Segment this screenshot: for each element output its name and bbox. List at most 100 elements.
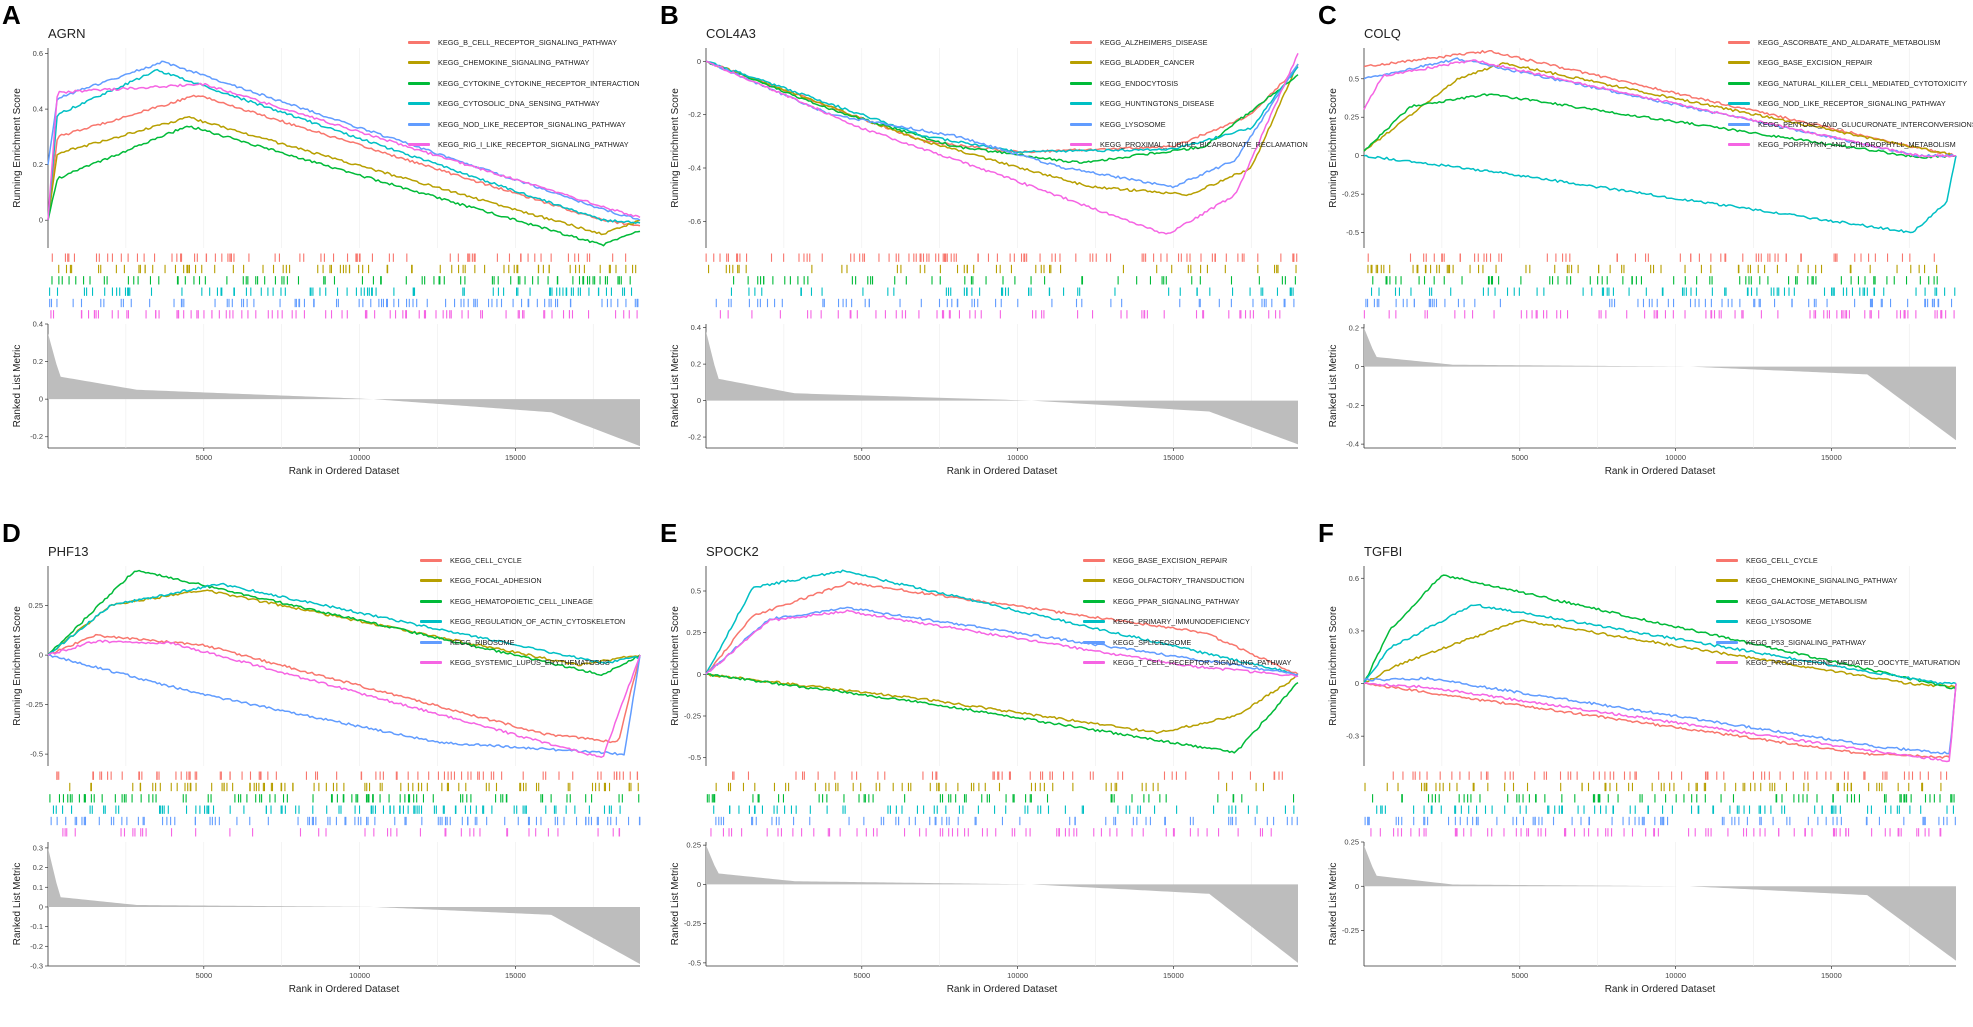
es-line-4 <box>705 60 1299 154</box>
metric-y-tick-label: -0.2 <box>30 432 43 441</box>
legend-key <box>1083 579 1105 583</box>
legend: KEGG_CELL_CYCLE KEGG_FOCAL_ADHESION KEGG_H… <box>420 550 625 673</box>
x-tick-label: 5000 <box>1511 971 1528 980</box>
legend-label: KEGG_PENTOSE_AND_GLUCURONATE_INTERCONVER… <box>1758 119 1973 129</box>
legend-item: KEGG_PROXIMAL_TUBULE_BICARBONATE_RECLAMA… <box>1070 135 1308 156</box>
legend-label: KEGG_NOD_LIKE_RECEPTOR_SIGNALING_PATHWAY <box>438 119 626 129</box>
legend-key <box>1070 102 1092 106</box>
es-y-tick-label: -0.5 <box>1346 228 1359 237</box>
legend-key <box>1716 620 1738 624</box>
legend-label: KEGG_ENDOCYTOSIS <box>1100 78 1179 88</box>
gene-title: TGFBI <box>1364 544 1403 559</box>
legend-key <box>1728 102 1750 106</box>
metric-y-axis-title: Ranked List Metric <box>670 863 681 946</box>
panel-letter: B <box>660 0 679 30</box>
panel-letter: C <box>1318 0 1337 30</box>
legend-key <box>1728 61 1750 65</box>
legend-label: KEGG_LYSOSOME <box>1746 617 1812 627</box>
gene-hit-rug <box>69 782 639 792</box>
metric-y-tick-label: 0.4 <box>691 323 701 332</box>
es-y-tick-label: 0 <box>39 651 43 660</box>
metric-y-tick-label: 0.2 <box>33 357 43 366</box>
legend-key <box>1728 40 1750 44</box>
es-y-tick-label: 0.4 <box>33 105 43 114</box>
es-y-tick-label: 0 <box>39 216 43 225</box>
legend-label: KEGG_FOCAL_ADHESION <box>450 576 542 586</box>
gsea-plot: 0 0.2 0.4 0.6 -0.2 0 0.2 0.4 5000 10000 15000 Runni… <box>12 48 641 477</box>
legend-label: KEGG_HEMATOPOIETIC_CELL_LINEAGE <box>450 596 593 606</box>
es-y-tick-label: -0.4 <box>688 164 701 173</box>
legend-item: KEGG_T_CELL_RECEPTOR_SIGNALING_PATHWAY <box>1083 653 1291 674</box>
legend-label: KEGG_CHEMOKINE_SIGNALING_PATHWAY <box>438 58 590 68</box>
es-y-tick-label: -0.5 <box>688 753 701 762</box>
gsea-panel-b: B -0.6 -0.4 -0.2 0 -0.2 0 0.2 0.4 5000 10000 15000 R… <box>658 0 1314 505</box>
x-tick-label: 5000 <box>195 971 212 980</box>
es-line-4 <box>47 68 641 224</box>
gene-hit-rug <box>1365 298 1953 308</box>
legend-label: KEGG_CYTOKINE_CYTOKINE_RECEPTOR_INTERACT… <box>438 78 640 88</box>
legend-item: KEGG_CYTOSOLIC_DNA_SENSING_PATHWAY <box>408 94 640 115</box>
legend-key <box>420 599 442 603</box>
es-line-3 <box>1363 574 1957 690</box>
x-tick-label: 15000 <box>1821 971 1842 980</box>
legend-item: KEGG_CYTOKINE_CYTOKINE_RECEPTOR_INTERACT… <box>408 73 640 94</box>
legend-label: KEGG_PRIMARY_IMMUNODEFICIENCY <box>1113 617 1250 627</box>
metric-y-tick-label: -0.2 <box>688 433 701 442</box>
legend-item: KEGG_ALZHEIMERS_DISEASE <box>1070 32 1308 53</box>
metric-y-tick-label: 0.25 <box>1344 838 1359 847</box>
gene-title: COLQ <box>1364 26 1401 41</box>
es-line-3 <box>47 569 641 677</box>
legend-key <box>1728 122 1750 126</box>
es-line-1 <box>1363 49 1957 157</box>
es-y-axis-title: Running Enrichment Score <box>1328 606 1339 726</box>
panel-letter: D <box>2 518 21 548</box>
metric-y-tick-label: -0.2 <box>30 942 43 951</box>
gsea-panel-d: D -0.5 -0.25 0 0.25 -0.3 -0.2 -0.1 0 0.1 0.2 0.3 500… <box>0 518 656 1023</box>
gene-hit-rug <box>730 287 1294 296</box>
x-axis-title: Rank in Ordered Dataset <box>289 984 400 995</box>
legend-label: KEGG_LYSOSOME <box>1100 119 1166 129</box>
es-line-3 <box>705 673 1299 754</box>
metric-y-tick-label: -0.5 <box>688 958 701 967</box>
x-tick-label: 5000 <box>1511 453 1528 462</box>
gene-hit-rug <box>1372 276 1938 285</box>
gene-hit-rug <box>1372 794 1955 803</box>
metric-y-tick-label: 0.25 <box>686 841 701 850</box>
gsea-plot: -0.6 -0.4 -0.2 0 -0.2 0 0.2 0.4 5000 10000 15000 Ru… <box>670 48 1299 477</box>
gsea-panel-f: F -0.3 0 0.3 0.6 -0.25 0 0.25 5000 10000 15000 Runn… <box>1316 518 1972 1023</box>
gene-hit-rug <box>1364 816 1956 826</box>
es-y-tick-label: -0.2 <box>688 110 701 119</box>
metric-y-axis-title: Ranked List Metric <box>1328 345 1339 428</box>
es-line-2 <box>47 115 641 236</box>
metric-y-tick-label: 0 <box>697 880 701 889</box>
legend-item: KEGG_PROGESTERONE_MEDIATED_OOCYTE_MATURA… <box>1716 653 1960 674</box>
es-line-1 <box>705 60 1299 154</box>
gene-hit-rug <box>715 298 1295 308</box>
metric-y-axis-title: Ranked List Metric <box>670 345 681 428</box>
legend-label: KEGG_SYSTEMIC_LUPUS_ERYTHEMATOSUS <box>450 658 610 668</box>
legend-key <box>408 61 430 65</box>
x-axis-title: Rank in Ordered Dataset <box>1605 984 1716 995</box>
metric-y-tick-label: 0 <box>1355 362 1359 371</box>
es-line-6 <box>1363 59 1957 158</box>
es-y-tick-label: 0.5 <box>1349 74 1359 83</box>
legend-item: KEGG_CELL_CYCLE <box>420 550 625 571</box>
gene-hit-rug <box>49 298 639 308</box>
legend-label: KEGG_RIBOSOME <box>450 637 515 647</box>
es-line-6 <box>47 82 641 221</box>
legend-label: KEGG_PORPHYRIN_AND_CHLOROPHYLL_METABOLIS… <box>1758 140 1956 150</box>
es-y-axis-title: Running Enrichment Score <box>12 88 23 208</box>
legend-item: KEGG_HEMATOPOIETIC_CELL_LINEAGE <box>420 591 625 612</box>
x-tick-label: 10000 <box>1007 453 1028 462</box>
es-line-1 <box>705 581 1299 675</box>
x-tick-label: 5000 <box>195 453 212 462</box>
legend-key <box>408 81 430 85</box>
metric-y-tick-label: -0.3 <box>30 962 43 971</box>
es-line-2 <box>1363 62 1957 157</box>
legend-item: KEGG_CHEMOKINE_SIGNALING_PATHWAY <box>1716 571 1960 592</box>
es-line-4 <box>1363 154 1957 234</box>
legend-item: KEGG_PPAR_SIGNALING_PATHWAY <box>1083 591 1291 612</box>
legend-key <box>1070 61 1092 65</box>
es-line-4 <box>705 569 1299 676</box>
legend-item: KEGG_CHEMOKINE_SIGNALING_PATHWAY <box>408 53 640 74</box>
